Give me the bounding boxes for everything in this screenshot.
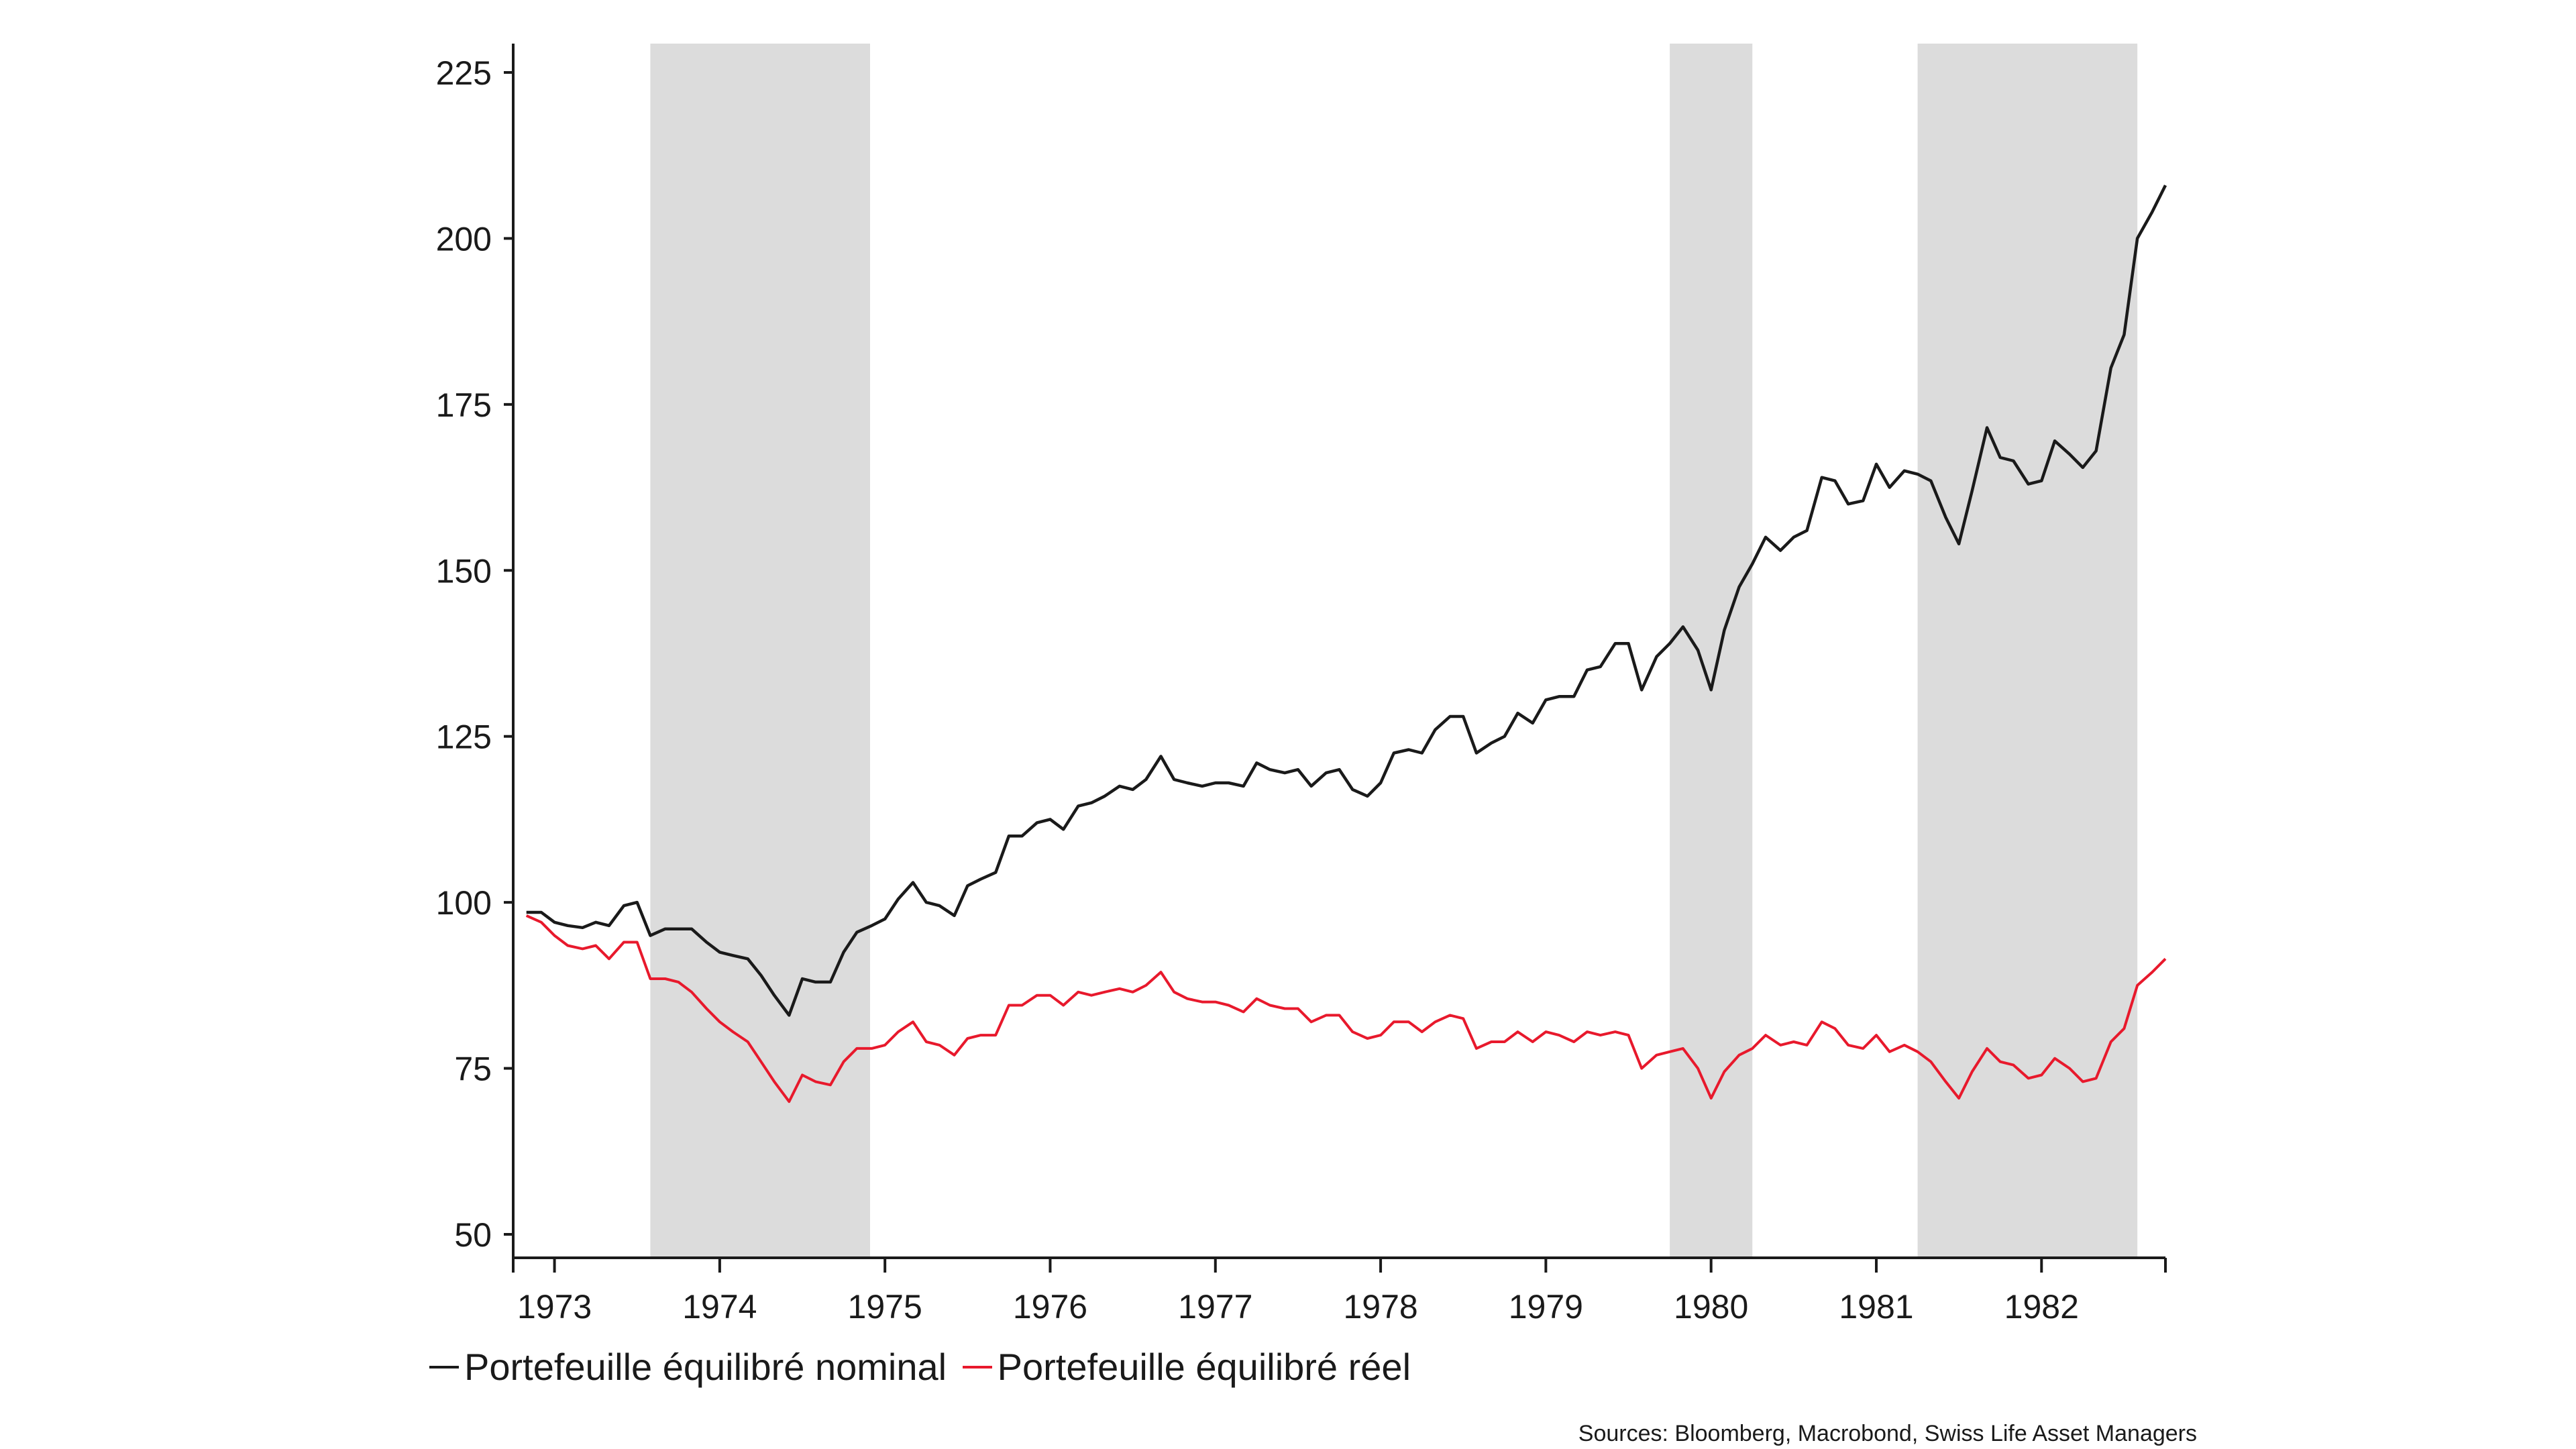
source-note: Sources: Bloomberg, Macrobond, Swiss Lif… — [1578, 1421, 2197, 1446]
x-tick-label: 1979 — [1509, 1288, 1583, 1326]
y-tick-label: 225 — [436, 54, 492, 92]
x-axis-ticks: 1973 1974 1975 1976 1977 1978 1979 1980 1981 1982 — [512, 1258, 2167, 1326]
x-tick-label: 1980 — [1674, 1288, 1748, 1326]
x-tick-label: 1973 — [517, 1288, 592, 1326]
y-tick-label: 200 — [436, 220, 492, 258]
x-tick-label: 1974 — [682, 1288, 757, 1326]
shaded-period-1 — [1670, 44, 1753, 1258]
x-tick-label: 1982 — [2004, 1288, 2079, 1326]
shaded-periods — [650, 44, 2138, 1258]
y-tick-label: 75 — [454, 1051, 492, 1088]
chart-legend: Portefeuille équilibré nominal Portefeui… — [429, 1345, 1416, 1389]
x-tick-label: 1978 — [1343, 1288, 1417, 1326]
legend-swatch-nominal — [429, 1366, 459, 1369]
series-line-nominal — [526, 184, 2167, 1017]
x-tick-label: 1975 — [848, 1288, 922, 1326]
x-tick-label: 1976 — [1013, 1288, 1087, 1326]
series-lines — [525, 184, 2167, 1104]
y-tick-label: 150 — [436, 552, 492, 590]
y-tick-label: 175 — [436, 386, 492, 424]
x-tick-label: 1981 — [1839, 1288, 1913, 1326]
shaded-period-0 — [650, 44, 871, 1258]
y-axis-ticks: 50 75 100 125 150 175 200 225 — [436, 54, 513, 1254]
y-tick-label: 50 — [454, 1216, 492, 1254]
legend-item-reel: Portefeuille équilibré réel — [962, 1345, 1411, 1389]
legend-swatch-reel — [962, 1366, 992, 1369]
chart-axes — [512, 44, 2165, 1259]
y-tick-label: 100 — [436, 884, 492, 922]
legend-item-nominal: Portefeuille équilibré nominal — [429, 1345, 947, 1389]
legend-label-reel: Portefeuille équilibré réel — [997, 1346, 1411, 1388]
series-line-reel — [525, 914, 2167, 1104]
legend-label-nominal: Portefeuille équilibré nominal — [464, 1346, 947, 1388]
x-tick-label: 1977 — [1178, 1288, 1252, 1326]
y-tick-label: 125 — [436, 718, 492, 756]
shaded-period-2 — [1917, 44, 2138, 1258]
